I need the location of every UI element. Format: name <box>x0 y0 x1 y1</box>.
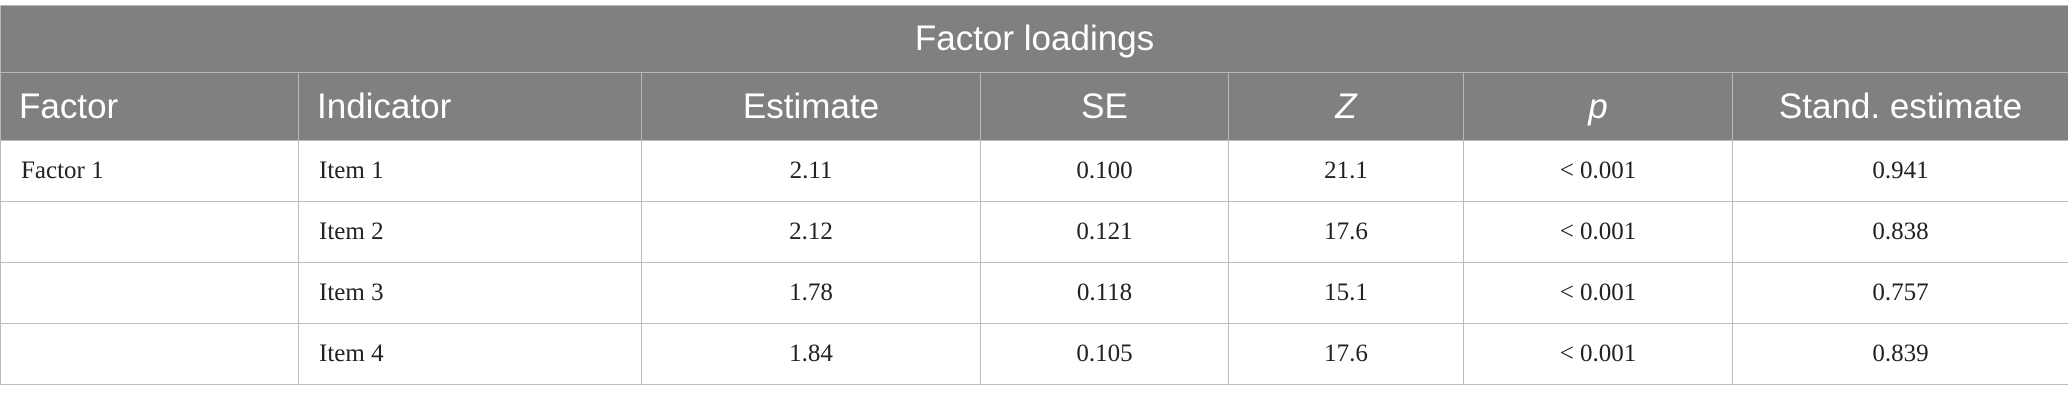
table-cell: 0.105 <box>981 324 1229 385</box>
table-cell: 0.839 <box>1733 324 2068 385</box>
table-cell: 17.6 <box>1229 202 1464 263</box>
table-cell: 0.838 <box>1733 202 2068 263</box>
table-title: Factor loadings <box>1 6 2068 73</box>
column-header: Factor <box>1 73 299 141</box>
table-cell: 2.12 <box>642 202 981 263</box>
table-cell: Item 2 <box>299 202 642 263</box>
column-header: SE <box>981 73 1229 141</box>
column-header: p <box>1464 73 1733 141</box>
column-header: Indicator <box>299 73 642 141</box>
table-cell: Factor 1 <box>1 141 299 202</box>
empty-cell <box>1 263 299 324</box>
table-cell: Item 4 <box>299 324 642 385</box>
column-header: Stand. estimate <box>1733 73 2068 141</box>
table-cell: Item 1 <box>299 141 642 202</box>
table-cell: 1.78 <box>642 263 981 324</box>
table-cell: 0.941 <box>1733 141 2068 202</box>
table-cell: < 0.001 <box>1464 324 1733 385</box>
column-header: Estimate <box>642 73 981 141</box>
empty-cell <box>1 202 299 263</box>
table-cell: Item 3 <box>299 263 642 324</box>
table-cell: 0.118 <box>981 263 1229 324</box>
table-cell: 0.100 <box>981 141 1229 202</box>
table-cell: < 0.001 <box>1464 263 1733 324</box>
table-cell: 17.6 <box>1229 324 1464 385</box>
table-cell: < 0.001 <box>1464 141 1733 202</box>
column-header: Z <box>1229 73 1464 141</box>
table-cell: 0.757 <box>1733 263 2068 324</box>
table-cell: 0.121 <box>981 202 1229 263</box>
table-cell: 2.11 <box>642 141 981 202</box>
empty-cell <box>1 324 299 385</box>
table-cell: 1.84 <box>642 324 981 385</box>
table-cell: 21.1 <box>1229 141 1464 202</box>
table-cell: < 0.001 <box>1464 202 1733 263</box>
table-cell: 15.1 <box>1229 263 1464 324</box>
